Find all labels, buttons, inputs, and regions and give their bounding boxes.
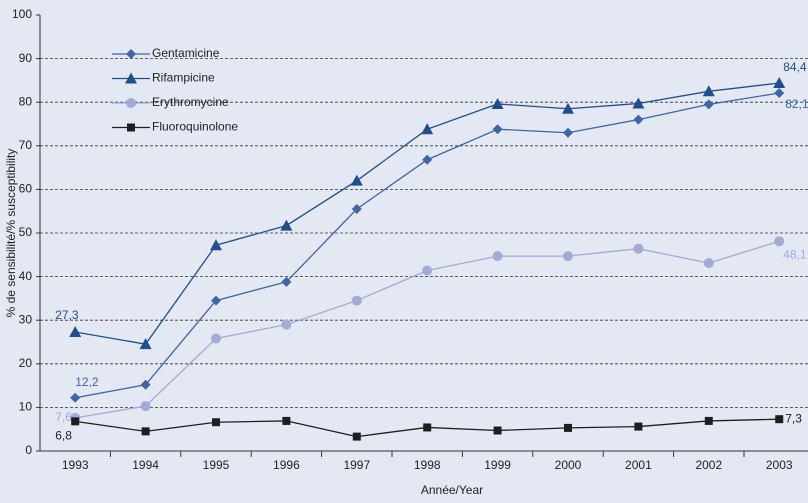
marker (634, 422, 643, 431)
marker (140, 401, 151, 412)
marker (774, 88, 785, 99)
marker (141, 427, 150, 436)
x-tick-label: 1998 (414, 458, 441, 472)
marker (350, 174, 363, 186)
y-tick-label: 100 (12, 7, 32, 21)
y-tick-label: 50 (19, 225, 33, 239)
marker (281, 319, 292, 330)
legend-marker (125, 72, 137, 84)
marker (563, 251, 573, 262)
marker (140, 379, 151, 390)
marker (211, 333, 221, 344)
marker (281, 276, 292, 287)
y-axis-label: % de sensibilité/% susceptibility (4, 149, 18, 318)
marker (351, 295, 362, 306)
x-tick-label: 2003 (766, 458, 793, 472)
y-tick-label: 70 (19, 138, 33, 152)
marker (211, 295, 221, 306)
legend-label: Rifampicine (152, 71, 215, 85)
marker (633, 243, 644, 254)
marker (210, 239, 222, 251)
marker (563, 127, 573, 138)
data-label: 48,1 (783, 247, 807, 261)
data-label: 7,3 (785, 411, 802, 425)
x-tick-label: 1996 (273, 458, 300, 472)
marker (564, 423, 572, 432)
marker (703, 258, 714, 269)
marker (71, 417, 80, 426)
marker (421, 123, 434, 135)
marker (212, 418, 220, 427)
marker (632, 97, 645, 109)
x-tick-label: 2001 (625, 458, 652, 472)
marker (422, 154, 433, 165)
x-tick-label: 2002 (695, 458, 722, 472)
marker (492, 124, 503, 135)
x-tick-label: 1993 (62, 458, 89, 472)
x-tick-label: 1995 (203, 458, 230, 472)
y-tick-label: 90 (19, 51, 33, 65)
marker (562, 102, 574, 114)
marker (704, 416, 713, 425)
data-label: 7,6 (55, 410, 72, 424)
marker (70, 392, 81, 403)
marker (69, 325, 82, 337)
x-axis-label: Année/Year (421, 483, 483, 497)
marker (491, 97, 504, 109)
legend-label: Gentamicine (152, 46, 220, 60)
data-label: 6,8 (55, 429, 72, 443)
marker (351, 204, 362, 215)
y-tick-label: 10 (19, 400, 33, 414)
x-tick-label: 1997 (343, 458, 370, 472)
legend-label: Fluoroquinolone (152, 120, 238, 134)
marker (282, 416, 291, 425)
y-tick-label: 0 (25, 443, 32, 457)
marker (422, 265, 433, 276)
marker (423, 423, 432, 432)
data-label: 12,2 (75, 375, 99, 389)
marker (775, 415, 784, 424)
marker (773, 77, 786, 89)
y-tick-label: 40 (19, 269, 33, 283)
marker (280, 219, 293, 231)
data-label: 84,4 (783, 60, 807, 74)
x-tick-label: 2000 (555, 458, 582, 472)
marker (352, 432, 361, 441)
marker (139, 338, 152, 350)
y-tick-label: 20 (19, 356, 33, 370)
legend-label: Erythromycine (152, 95, 229, 109)
y-tick-label: 80 (19, 94, 33, 108)
x-tick-label: 1994 (132, 458, 159, 472)
y-tick-label: 30 (19, 312, 33, 326)
legend-marker (126, 98, 136, 108)
legend-marker (127, 123, 135, 132)
marker (702, 85, 715, 97)
marker (492, 251, 503, 262)
y-tick-label: 60 (19, 182, 33, 196)
marker (703, 99, 714, 110)
marker (493, 426, 502, 435)
legend-marker (126, 49, 136, 59)
x-tick-label: 1999 (484, 458, 511, 472)
data-label: 82,1 (785, 97, 808, 111)
marker (774, 236, 785, 247)
data-label: 27,3 (55, 308, 79, 322)
marker (633, 114, 644, 125)
